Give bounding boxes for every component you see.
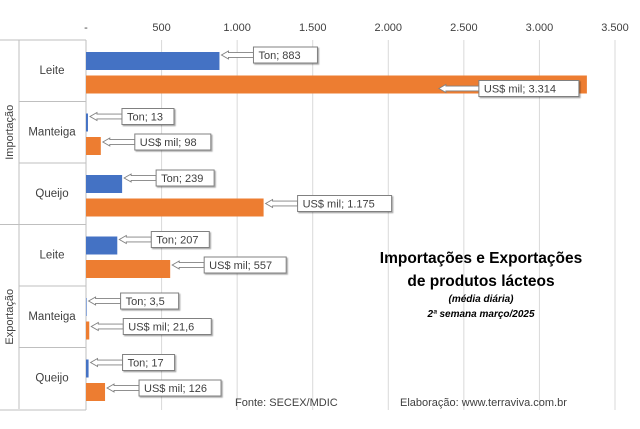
callout-box	[120, 292, 180, 310]
data-label-usd: US$ mil; 21,6	[128, 322, 194, 334]
callout-arrow	[106, 383, 140, 393]
category-label: Queijo	[35, 372, 68, 384]
data-label-ton: Ton; 883	[258, 50, 300, 62]
callout-box	[150, 231, 210, 248]
callout-arrow	[220, 50, 254, 60]
bar-ton	[86, 113, 88, 132]
callout-box	[155, 169, 215, 187]
bar-usd	[86, 137, 101, 155]
data-label-ton: Ton; 239	[161, 173, 203, 185]
bar-ton	[86, 175, 123, 193]
data-label-ton: Ton; 3,5	[126, 296, 165, 308]
group-label-1: Exportação	[4, 289, 16, 345]
axes: - 500 1.000 1.500 2.000 2.500 3.000 3.500 Import…	[0, 22, 629, 411]
callout-arrow	[89, 357, 124, 368]
callout-box	[121, 108, 175, 125]
callout-arrow	[90, 321, 124, 332]
callout-arrow	[437, 83, 480, 94]
data-label-ton: Ton; 17	[128, 358, 164, 370]
x-tick-label: 500	[152, 22, 170, 34]
callout-arrow	[123, 173, 157, 183]
data-label-usd: US$ mil; 1.175	[303, 199, 375, 211]
bar-ton	[86, 298, 87, 316]
bar-usd	[86, 260, 171, 278]
x-tick-label: 1.000	[223, 22, 251, 34]
gridlines	[85, 40, 616, 410]
data-label-usd: US$ mil; 98	[140, 137, 197, 149]
callout-arrow	[171, 260, 205, 270]
data-label-ton: Ton; 207	[156, 235, 198, 247]
chart-period: 2ª semana março/2025	[426, 309, 535, 320]
chart-subtitle: (média diária)	[448, 294, 514, 305]
category-label: Leite	[40, 65, 65, 77]
callout-arrow	[101, 137, 136, 147]
callout-box	[122, 318, 212, 335]
bar-usd	[86, 383, 106, 401]
callout-box	[134, 133, 212, 151]
category-label: Manteiga	[28, 126, 76, 138]
callout-arrow	[264, 198, 299, 209]
category-label: Queijo	[35, 188, 68, 200]
callout-arrow	[89, 111, 123, 122]
source-note: Fonte: SECEX/MDIC	[235, 397, 338, 409]
x-tick-label: -	[84, 22, 88, 34]
data-labels: Ton; 883 US$ mil; 3.314 Ton; 13 US$ mil; 98…	[87, 46, 580, 397]
x-tick-label: 2.000	[375, 22, 403, 34]
category-label: Leite	[40, 249, 65, 261]
bar-ton	[86, 359, 89, 378]
bar-ton	[86, 52, 220, 70]
chart-title-line2: de produtos lácteos	[407, 273, 554, 290]
callout-box	[252, 46, 318, 64]
group-label-0: Importação	[4, 105, 16, 160]
callout-box	[122, 354, 176, 371]
callout-box	[478, 80, 580, 97]
category-label: Manteiga	[28, 311, 76, 323]
credit-note: Elaboração: www.terraviva.com.br	[400, 397, 567, 409]
x-tick-label: 1.500	[299, 22, 327, 34]
data-label-usd: US$ mil; 126	[144, 383, 207, 395]
callout-arrow	[118, 234, 152, 245]
data-label-ton: Ton; 13	[127, 112, 163, 124]
data-label-usd: US$ mil; 3.314	[484, 84, 556, 96]
data-label-usd: US$ mil; 557	[209, 260, 272, 272]
callout-arrow	[87, 296, 122, 306]
bar-usd	[86, 321, 90, 340]
callout-box	[138, 379, 222, 397]
callout-box	[297, 195, 393, 212]
x-tick-label: 2.500	[450, 22, 478, 34]
x-tick-label: 3.000	[526, 22, 554, 34]
chart-title: Importações e Exportações	[380, 250, 582, 267]
bar-ton	[86, 236, 118, 255]
bar-usd	[86, 198, 264, 217]
callout-box	[203, 256, 287, 274]
x-tick-label: 3.500	[601, 22, 629, 34]
chart-title-block: Importações e Exportações de produtos lá…	[380, 250, 582, 320]
